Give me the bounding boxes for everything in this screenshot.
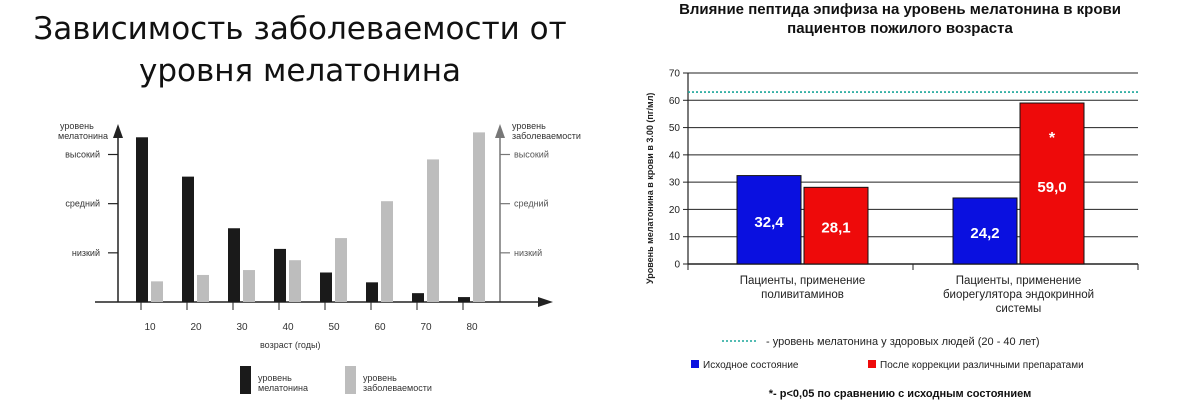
after-correction-bar	[803, 186, 869, 265]
right-y-level-label: высокий	[514, 150, 549, 160]
legend-swatch-after	[868, 360, 876, 368]
after-correction-bar	[1019, 102, 1085, 265]
right-chart-title-line-2: пациентов пожилого возраста	[787, 20, 1013, 37]
right-y-tick-label: 70	[669, 69, 681, 80]
legend-swatch-melatonin	[240, 366, 251, 394]
left-y-level-label: средний	[65, 199, 100, 209]
left-chart-title: Зависимость заболеваемости от уровня мел…	[20, 8, 580, 92]
morbidity-bar	[427, 159, 439, 302]
baseline-bar	[736, 175, 802, 265]
reference-line-legend-label: - уровень мелатонина у здоровых людей (2…	[766, 336, 1040, 348]
x-tick-label: 10	[144, 322, 156, 333]
left-y-axis-label-line-1: уровень	[60, 121, 94, 131]
morbidity-bar	[197, 274, 209, 302]
legend-swatch-baseline	[691, 360, 699, 368]
right-y-tick-label: 40	[669, 150, 681, 161]
melatonin-bar	[136, 137, 148, 302]
x-tick-label: 30	[236, 322, 248, 333]
baseline-bar	[952, 197, 1018, 265]
melatonin-bar	[320, 272, 332, 302]
right-category-label: системы	[996, 303, 1042, 315]
right-chart-title-line-1: Влияние пептида эпифиза на уровень мелат…	[679, 1, 1121, 18]
melatonin-bar	[274, 248, 286, 302]
right-y-tick-label: 30	[669, 178, 681, 189]
right-y-level-label: средний	[514, 199, 549, 209]
morbidity-bar	[151, 281, 163, 302]
left-chart-title-line-2: уровня мелатонина	[138, 53, 461, 89]
right-category-label: Пациенты, применение	[740, 275, 866, 287]
footnote: *- p<0,05 по сравнению с исходным состоя…	[768, 388, 1032, 400]
bar-data-label: 24,2	[970, 225, 999, 242]
legend-label-morbidity-line-1: уровень	[363, 373, 397, 383]
melatonin-bar	[458, 297, 470, 302]
right-y-axis-label-line-1: уровень	[512, 121, 546, 131]
melatonin-bar	[228, 228, 240, 302]
melatonin-bar	[412, 293, 424, 302]
left-y-level-label: высокий	[65, 150, 100, 160]
left-y-axis-label-line-2: мелатонина	[58, 131, 108, 141]
x-tick-label: 60	[374, 322, 386, 333]
x-axis-label: возраст (годы)	[260, 340, 320, 350]
right-y-axis-label-line-2: заболеваемости	[512, 131, 581, 141]
left-chart: уровень мелатонина уровень заболеваемост…	[58, 121, 581, 394]
right-y-tick-label: 50	[669, 123, 681, 134]
right-y-tick-label: 0	[674, 260, 680, 271]
x-tick-label: 80	[466, 322, 478, 333]
right-y-level-label: низкий	[514, 248, 542, 258]
morbidity-bar	[289, 260, 301, 302]
right-category-label: биорегулятора эндокринной	[943, 289, 1094, 301]
morbidity-bar	[335, 238, 347, 302]
bar-data-label: 28,1	[821, 220, 850, 237]
legend-swatch-morbidity	[345, 366, 356, 394]
x-tick-label: 50	[328, 322, 340, 333]
legend-label-morbidity-line-2: заболеваемости	[363, 383, 432, 393]
legend-label-baseline: Исходное состояние	[703, 360, 799, 371]
x-tick-label: 40	[282, 322, 294, 333]
bar-data-label: 32,4	[754, 214, 784, 231]
right-category-label: поливитаминов	[761, 289, 844, 301]
legend-label-melatonin-line-2: мелатонина	[258, 383, 308, 393]
left-chart-title-line-1: Зависимость заболеваемости от	[33, 11, 567, 47]
morbidity-bar	[473, 132, 485, 302]
melatonin-bar	[366, 282, 378, 302]
x-tick-label: 20	[190, 322, 202, 333]
morbidity-bar	[381, 201, 393, 302]
right-y-axis-label: Уровень мелатонина в крови в 3.00 (пг/мл…	[645, 93, 655, 284]
left-y-axis-arrow	[113, 124, 123, 138]
left-y-level-label: низкий	[72, 248, 100, 258]
right-y-tick-label: 60	[669, 96, 681, 107]
bar-data-label: 59,0	[1037, 179, 1066, 196]
right-chart-title: Влияние пептида эпифиза на уровень мелат…	[610, 0, 1190, 38]
melatonin-bar	[182, 176, 194, 302]
x-axis-arrow	[538, 297, 553, 307]
significance-marker: *	[1049, 130, 1056, 147]
morbidity-bar	[243, 270, 255, 302]
right-category-label: Пациенты, применение	[956, 275, 1082, 287]
legend-label-melatonin-line-1: уровень	[258, 373, 292, 383]
right-y-axis-arrow	[495, 124, 505, 138]
right-y-tick-label: 10	[669, 232, 681, 243]
right-y-tick-label: 20	[669, 205, 681, 216]
x-tick-label: 70	[420, 322, 432, 333]
legend-label-after: После коррекции различными препаратами	[880, 360, 1084, 371]
